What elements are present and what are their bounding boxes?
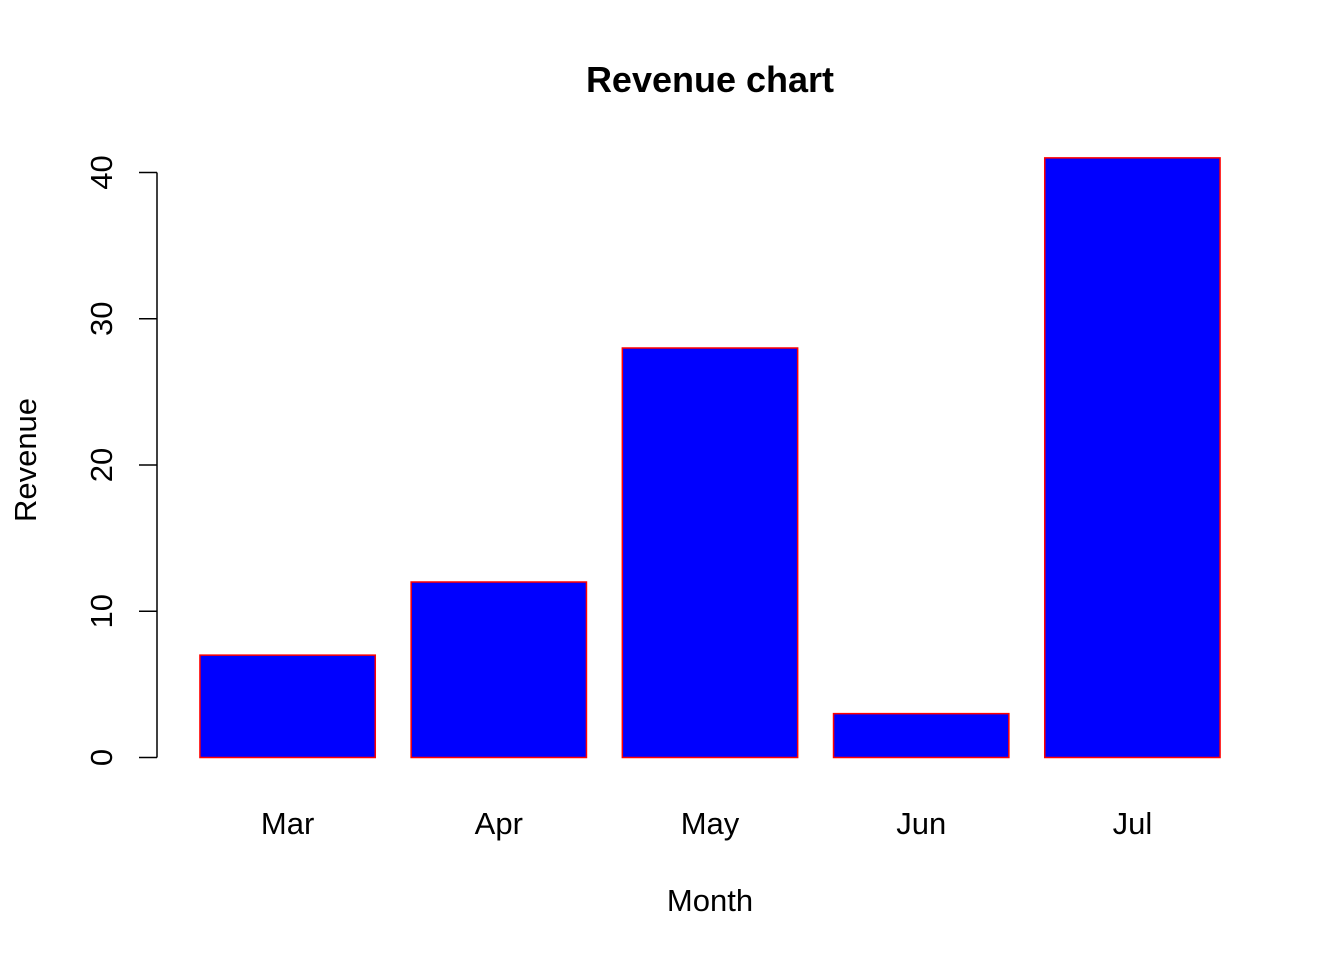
bar-may	[621, 347, 799, 759]
bar-jul	[1043, 157, 1221, 759]
bar-mar	[199, 654, 377, 759]
x-axis-label: Month	[667, 883, 753, 918]
bar-apr	[410, 581, 588, 759]
x-axis-categories: Mar Apr May Jun Jul	[261, 806, 1152, 841]
bars	[199, 157, 1221, 759]
chart-title: Revenue chart	[586, 59, 834, 100]
x-category-label: May	[681, 806, 740, 841]
y-axis-label: Revenue	[8, 398, 43, 522]
y-tick-label: 20	[84, 448, 119, 482]
x-category-label: Apr	[475, 806, 523, 841]
bar-jun	[832, 712, 1010, 759]
x-category-label: Mar	[261, 806, 314, 841]
y-tick-label: 0	[84, 749, 119, 766]
y-tick-label: 30	[84, 302, 119, 336]
y-tick-label: 10	[84, 594, 119, 628]
x-category-label: Jul	[1113, 806, 1153, 841]
y-axis: 0 10 20 30 40	[84, 155, 158, 766]
y-tick-label: 40	[84, 155, 119, 189]
x-category-label: Jun	[896, 806, 946, 841]
